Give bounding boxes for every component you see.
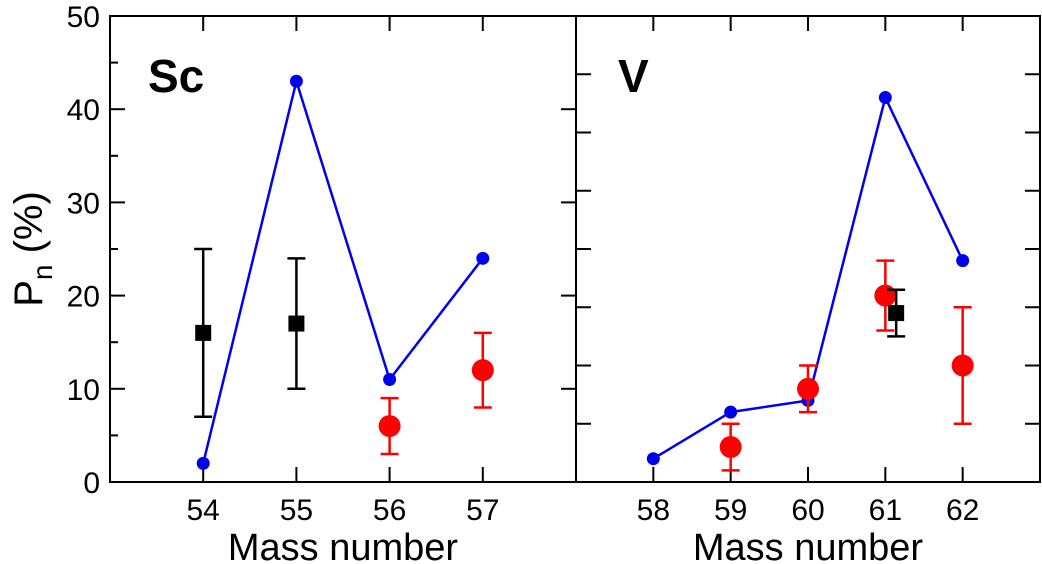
- x-axis-label: Mass number: [228, 527, 459, 564]
- y-tick-label: 50: [67, 1, 100, 34]
- x-tick-label: 55: [280, 494, 313, 527]
- x-tick-label: 58: [637, 494, 670, 527]
- data-point: [289, 74, 303, 88]
- x-tick-label: 60: [791, 494, 824, 527]
- data-point: [874, 284, 897, 307]
- y-tick-label: 0: [83, 467, 100, 500]
- y-tick-label: 10: [67, 374, 100, 407]
- data-point: [471, 359, 494, 382]
- x-tick-label: 54: [187, 494, 220, 527]
- data-point: [719, 436, 742, 459]
- panel-label: V: [618, 50, 649, 102]
- data-point: [476, 251, 490, 265]
- x-tick-label: 62: [946, 494, 979, 527]
- series-present: [378, 331, 494, 456]
- x-tick-label: 56: [373, 494, 406, 527]
- y-tick-label: 30: [67, 187, 100, 220]
- y-axis-label: Pn (%): [7, 191, 58, 307]
- series-present: [719, 259, 974, 472]
- data-point: [378, 415, 401, 438]
- x-tick-label: 59: [714, 494, 747, 527]
- data-point: [888, 305, 905, 322]
- series-theory: [196, 74, 490, 470]
- x-tick-label: 57: [466, 494, 499, 527]
- data-point: [288, 315, 305, 332]
- data-point: [797, 377, 819, 400]
- panel-sc: 54 55 56 57 0 10 20 30 40 50 Mass number Sc: [67, 1, 577, 564]
- data-point: [724, 405, 738, 419]
- series-previous: [887, 288, 906, 338]
- x-axis-label: Mass number: [693, 527, 924, 564]
- data-point: [878, 91, 892, 105]
- panel-v: 58 59 60 61 62 Mass number V: [575, 15, 1041, 564]
- y-tick-label: 20: [67, 281, 100, 314]
- series-previous: [194, 247, 306, 419]
- data-point: [956, 254, 970, 268]
- data-point: [383, 372, 397, 386]
- data-point: [195, 324, 212, 341]
- series-line: [201, 76, 484, 464]
- data-point: [196, 456, 210, 470]
- y-tick-label: 40: [67, 94, 100, 127]
- x-tick-label: 61: [869, 494, 902, 527]
- panel-label: Sc: [148, 50, 204, 102]
- data-point: [646, 452, 660, 466]
- data-point: [951, 354, 974, 377]
